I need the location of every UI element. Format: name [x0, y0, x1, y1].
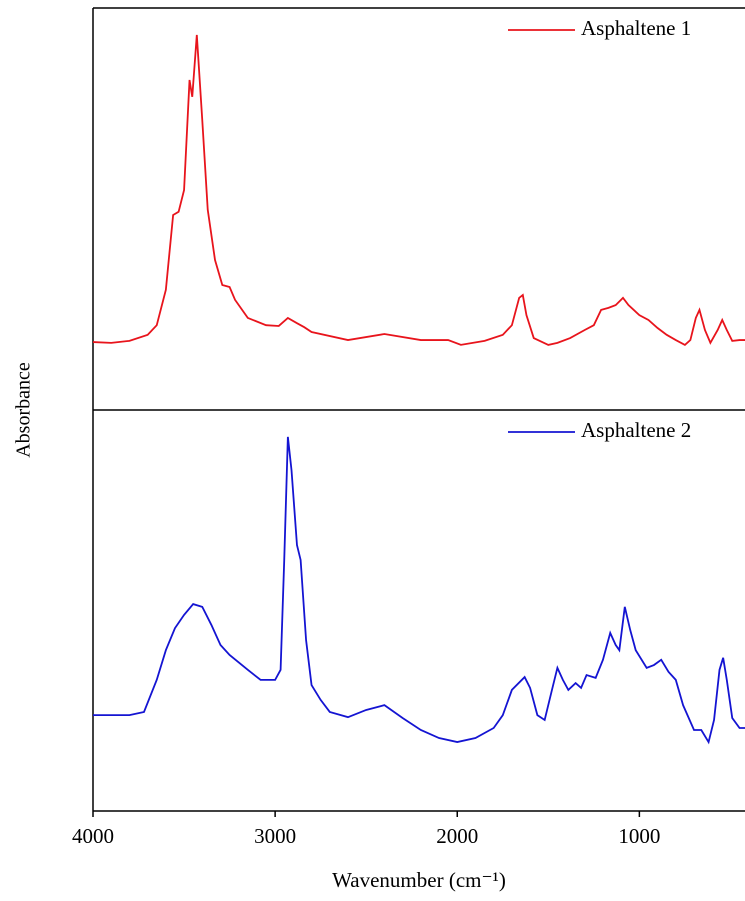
x-tick-label: 3000 [254, 824, 296, 848]
legend-label: Asphaltene 1 [581, 16, 691, 40]
line-series [92, 34, 745, 346]
x-tick-label: 1000 [618, 824, 660, 848]
line-series [93, 436, 745, 745]
x-tick-label: 2000 [436, 824, 478, 848]
x-axis-label: Wavenumber (cm⁻¹) [332, 868, 506, 892]
y-axis-label: Absorbance [13, 362, 35, 458]
x-tick-label: 4000 [72, 824, 114, 848]
legend-label: Asphaltene 2 [581, 418, 691, 442]
